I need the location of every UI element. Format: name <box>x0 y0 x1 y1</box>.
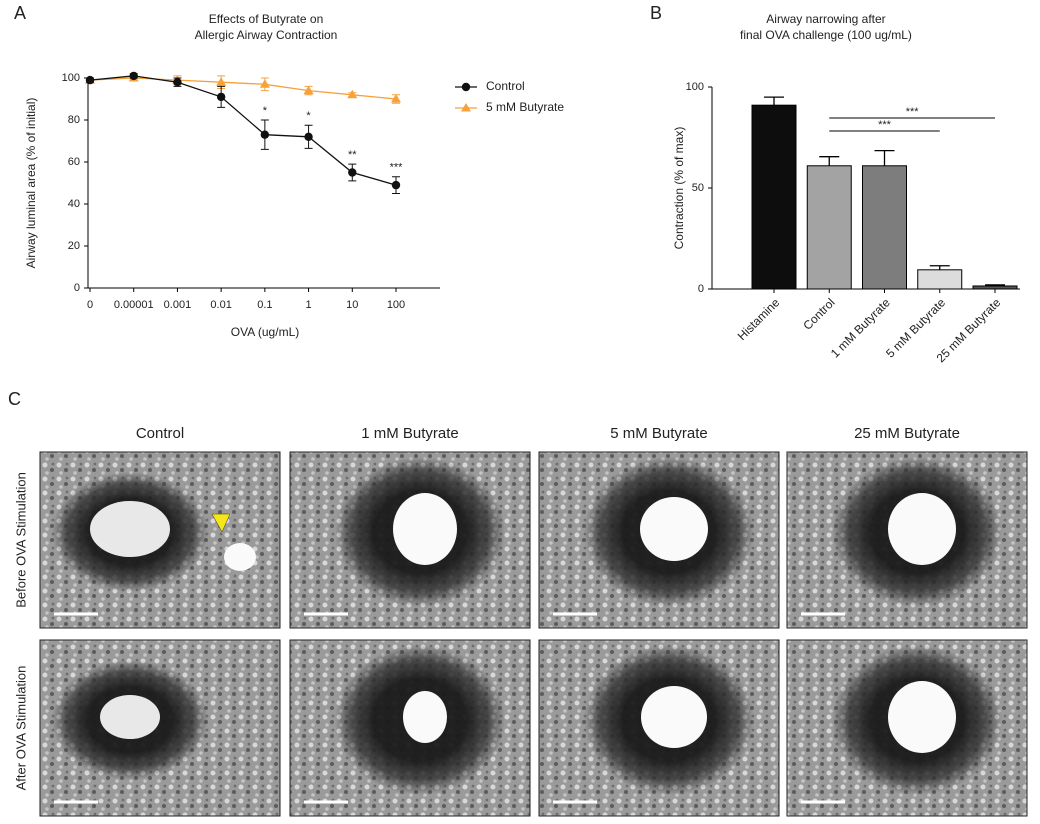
airway-lumen <box>90 501 170 557</box>
series-line <box>89 75 397 186</box>
x-tick-label: 10 <box>346 299 358 311</box>
marker <box>216 77 227 86</box>
y-tick-label: 80 <box>68 114 80 126</box>
bar <box>917 269 963 290</box>
marker <box>129 71 138 81</box>
marker <box>347 89 358 99</box>
x-tick-label: 0.001 <box>164 299 192 311</box>
column-header: 1 mM Butyrate <box>361 425 459 442</box>
panel-label: A <box>14 3 26 23</box>
legend-marker <box>461 103 471 112</box>
airway-lumen <box>100 695 160 739</box>
x-tick-label: 0.01 <box>210 299 231 311</box>
significance: ** <box>348 149 357 161</box>
y-tick-label: 60 <box>68 156 80 168</box>
airway-lumen <box>888 681 956 753</box>
row-label: After OVA Stimulation <box>13 666 28 791</box>
y-axis-label: Airway luminal area (% of initial) <box>24 98 38 269</box>
vessel-lumen <box>224 543 256 571</box>
x-tick-label: 0 <box>87 299 93 311</box>
marker <box>260 130 270 139</box>
significance: *** <box>390 162 404 174</box>
bar <box>751 104 797 290</box>
marker <box>259 79 270 88</box>
y-tick-label: 20 <box>68 240 80 252</box>
marker <box>391 180 401 190</box>
legend-label: 5 mM Butyrate <box>486 100 564 114</box>
marker <box>303 85 314 95</box>
x-tick-label: 1 <box>306 299 312 311</box>
error-bar <box>819 156 840 166</box>
series-line <box>89 77 397 100</box>
airway-lumen <box>403 691 447 743</box>
marker <box>304 132 313 141</box>
panel-label: B <box>650 3 662 23</box>
marker <box>391 94 401 103</box>
airway-lumen <box>641 686 707 748</box>
bar <box>972 285 1018 290</box>
bar <box>806 165 852 290</box>
column-header: Control <box>136 425 184 442</box>
significance: *** <box>906 106 920 118</box>
legend-marker <box>461 82 471 92</box>
chart-title: Airway narrowing after <box>766 12 885 26</box>
y-tick-label: 0 <box>698 283 704 295</box>
x-axis-label: OVA (ug/mL) <box>231 325 299 339</box>
x-tick-label: Control <box>800 295 837 332</box>
x-tick-label: 100 <box>387 299 405 311</box>
x-tick-label: 0.1 <box>257 299 272 311</box>
marker <box>85 75 95 85</box>
error-bar <box>764 96 784 106</box>
panel-label: C <box>8 389 21 409</box>
chart-title: final OVA challenge (100 ug/mL) <box>740 28 912 42</box>
column-header: 5 mM Butyrate <box>610 425 708 442</box>
bar <box>862 165 907 290</box>
row-label: Before OVA Stimulation <box>13 472 28 608</box>
y-tick-label: 100 <box>686 81 704 93</box>
airway-lumen <box>888 493 956 565</box>
y-axis-label: Contraction (% of max) <box>672 127 686 250</box>
y-tick-label: 50 <box>692 182 704 194</box>
chart-title: Effects of Butyrate on <box>209 12 324 26</box>
error-bar <box>874 149 895 166</box>
marker <box>348 168 357 177</box>
column-header: 25 mM Butyrate <box>854 425 960 442</box>
significance: * <box>306 110 311 122</box>
x-tick-label: 0.00001 <box>114 299 154 311</box>
airway-lumen <box>393 493 457 565</box>
error-bar <box>929 265 950 270</box>
marker <box>173 78 182 87</box>
y-tick-label: 0 <box>74 282 80 294</box>
chart-title: Allergic Airway Contraction <box>195 28 338 42</box>
arrowhead <box>211 513 231 533</box>
y-tick-label: 40 <box>68 198 80 210</box>
airway-lumen <box>640 497 708 561</box>
marker <box>216 92 226 102</box>
x-tick-label: Histamine <box>735 295 783 343</box>
significance: * <box>263 105 268 117</box>
y-tick-label: 100 <box>62 72 80 84</box>
significance: *** <box>878 119 892 131</box>
legend-label: Control <box>486 79 525 93</box>
